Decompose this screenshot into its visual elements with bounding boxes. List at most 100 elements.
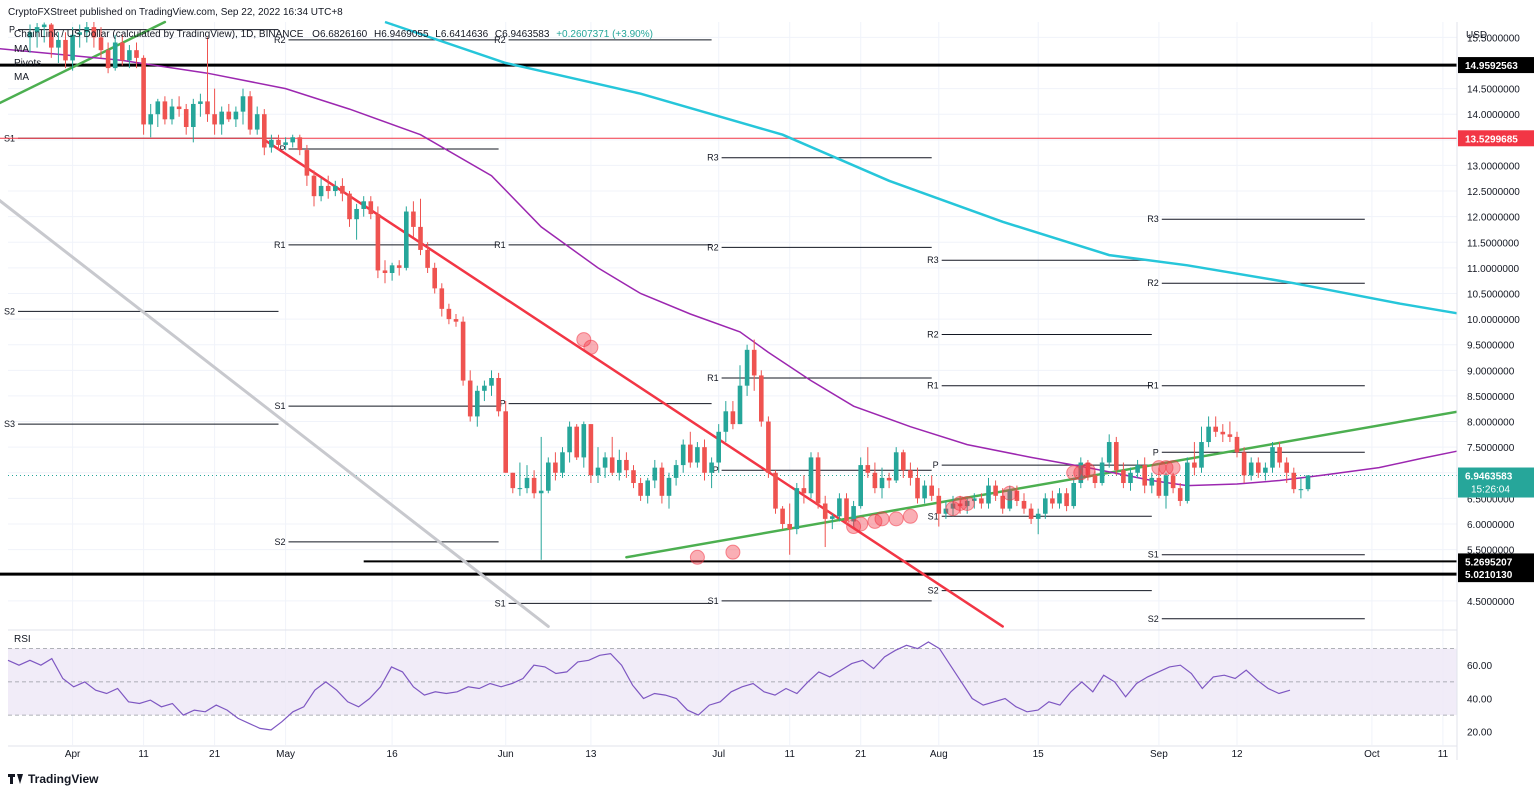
candle (929, 475, 934, 501)
candle (98, 27, 104, 58)
candle (872, 462, 878, 494)
candle (638, 477, 643, 501)
candle-body (1128, 472, 1133, 484)
candle (112, 34, 118, 71)
candle (396, 260, 402, 276)
candle-body (624, 459, 629, 471)
candle-body (1028, 508, 1034, 519)
pivot-label: R1 (707, 373, 719, 383)
pivot-label: R2 (1147, 278, 1159, 288)
candle (1263, 462, 1268, 481)
candle-body (1114, 442, 1119, 471)
candle (276, 134, 281, 151)
price-tick-label: 11.5000000 (1467, 238, 1520, 249)
pivot-label: S2 (1148, 614, 1159, 624)
candle (531, 470, 537, 499)
indicator-pivots[interactable]: Pivots (14, 58, 42, 69)
pivot-label: R1 (1147, 381, 1159, 391)
tradingview-logo[interactable]: TradingView (8, 772, 98, 786)
price-axis[interactable]: 15.500000014.500000014.000000013.5000000… (1456, 0, 1536, 794)
pivot-label: P (500, 399, 506, 409)
candle (908, 462, 913, 486)
candle-body (531, 477, 537, 494)
candle (1142, 457, 1147, 494)
time-tick-label: 13 (585, 749, 597, 760)
candle (162, 96, 168, 125)
trend-line-green-early (0, 20, 167, 105)
candle-body (538, 490, 544, 494)
candle (624, 452, 629, 478)
candle (688, 431, 693, 468)
candle (41, 22, 47, 43)
pivot-label: R3 (707, 153, 719, 163)
touch-markers (576, 332, 1181, 565)
candle (169, 98, 175, 125)
price-tick-label: 8.0000000 (1467, 418, 1515, 429)
trend-line-gray-channel (0, 198, 550, 628)
indicator-ma-fast[interactable]: MA (14, 44, 29, 55)
level-lines (0, 63, 1457, 576)
touch-marker (1165, 460, 1181, 476)
candle-body (787, 523, 792, 530)
candle-body (49, 24, 54, 48)
candle (1291, 467, 1297, 494)
candle-body (1057, 493, 1062, 504)
candle (141, 55, 146, 135)
candle (808, 452, 814, 499)
candle-body (98, 37, 104, 51)
last-price-value: 6.9463583 (1465, 472, 1513, 483)
pivot-label: S1 (274, 401, 285, 411)
candle (972, 493, 977, 509)
candle-body (1106, 442, 1112, 463)
candle (290, 134, 295, 148)
candle-body (1298, 489, 1304, 491)
candle (382, 260, 388, 284)
close-value: C6.9463583 (494, 29, 550, 40)
candle-body (262, 114, 267, 148)
time-tick-label: Apr (65, 749, 81, 760)
candle-body (659, 467, 665, 496)
candle-body (609, 457, 615, 473)
candle-body (901, 452, 906, 471)
candle (1149, 472, 1155, 494)
candle-body (730, 411, 736, 425)
candle-body (162, 101, 168, 120)
candle-body (1213, 426, 1218, 432)
touch-marker (1080, 462, 1096, 478)
time-tick-label: Jul (712, 749, 725, 760)
candle (247, 91, 253, 135)
candle (1227, 421, 1233, 443)
rsi-tick-label: 20.00 (1467, 728, 1492, 739)
price-tick-label: 6.0000000 (1467, 520, 1515, 531)
candle (574, 424, 579, 460)
high-value: H6.9469055 (374, 29, 429, 40)
candle (702, 439, 707, 481)
candle-body (673, 465, 679, 478)
candle (27, 24, 33, 53)
candle-body (1263, 467, 1268, 473)
candle-body (496, 378, 501, 412)
price-label: 14.9592563 (1465, 61, 1518, 72)
candle-body (1199, 442, 1204, 468)
price-tick-label: 13.0000000 (1467, 161, 1520, 172)
candle (240, 88, 246, 125)
candle (226, 103, 232, 122)
rsi-label[interactable]: RSI (14, 634, 31, 645)
candle (759, 370, 764, 427)
time-tick-label: Aug (930, 749, 948, 760)
candle (744, 344, 750, 396)
candle-body (63, 39, 68, 61)
candle-body (396, 265, 402, 268)
time-axis[interactable]: Apr 11 21 May 16 Jun 13 Jul 11 21 Aug 15 Sep 12 Oct 11 (65, 749, 1449, 760)
candle (176, 96, 182, 117)
candle-body (1099, 462, 1105, 484)
candle (524, 465, 530, 494)
candle (1284, 457, 1289, 484)
indicator-ma-slow[interactable]: MA (14, 72, 29, 83)
candle-body (645, 480, 650, 496)
candle (1185, 457, 1190, 504)
candle-body (27, 32, 33, 38)
time-tick-label: 16 (387, 749, 399, 760)
candle-body (1085, 462, 1091, 476)
